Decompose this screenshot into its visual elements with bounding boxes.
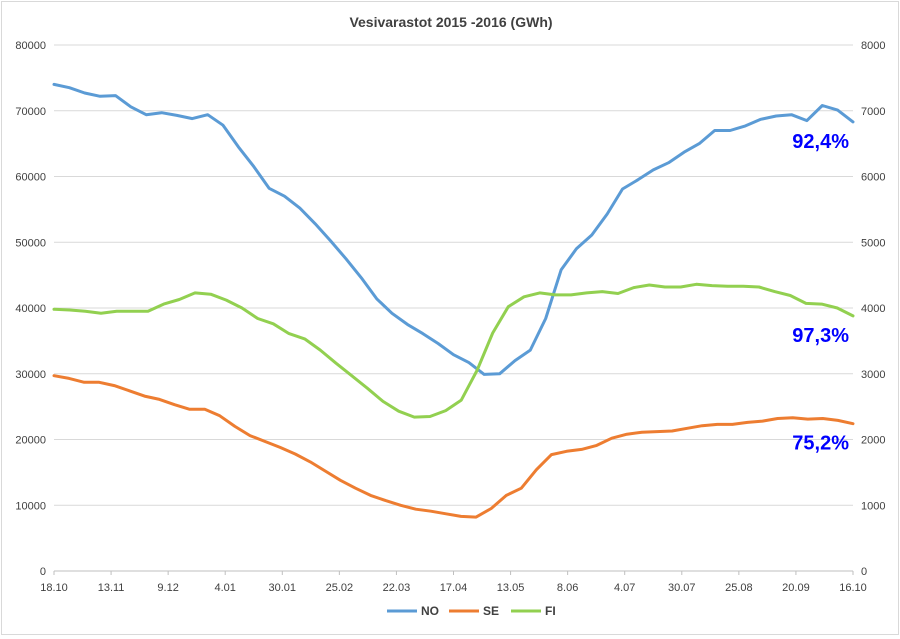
series-line-se (52, 374, 855, 519)
legend-label-fi: FI (545, 604, 556, 618)
x-tick-label: 17.04 (440, 582, 468, 594)
y-left-tick-label: 10000 (15, 500, 46, 512)
y-right-tick-label: 2000 (861, 435, 885, 447)
gridlines (54, 44, 853, 572)
y-right-tick-label: 3000 (861, 369, 885, 381)
y-left-tick-label: 70000 (15, 106, 46, 118)
annotation-fi: 97,3% (792, 325, 849, 347)
x-tick-label: 9.12 (157, 582, 178, 594)
x-tick-label: 25.02 (326, 582, 354, 594)
x-tick-label: 4.07 (614, 582, 635, 594)
y-left-tick-label: 30000 (15, 369, 46, 381)
y-right-tick-label: 5000 (861, 237, 885, 249)
x-tick-label: 8.06 (557, 582, 578, 594)
legend-label-no: NO (421, 604, 439, 618)
y-right-tick-label: 0 (861, 566, 867, 578)
x-tick-label: 4.01 (215, 582, 236, 594)
y-left-tick-label: 40000 (15, 303, 46, 315)
y-right-tick-label: 8000 (861, 40, 885, 52)
y-left-tick-label: 60000 (15, 172, 46, 184)
annotation-no: 92,4% (792, 131, 849, 153)
x-tick-label: 13.11 (98, 582, 125, 594)
axes: 0100002000030000400005000060000700008000… (15, 40, 885, 594)
x-tick-label: 18.10 (40, 582, 68, 594)
annotations: 92,4% 97,3% 75,2% (792, 131, 849, 455)
y-right-tick-label: 6000 (861, 172, 885, 184)
y-left-tick-label: 80000 (15, 40, 46, 52)
legend-label-se: SE (483, 604, 499, 618)
series-line-no (52, 82, 855, 376)
series-line-fi (52, 282, 855, 419)
x-tick-label: 30.01 (269, 582, 297, 594)
y-left-tick-label: 0 (40, 566, 46, 578)
y-right-tick-label: 4000 (861, 303, 885, 315)
x-tick-label: 25.08 (725, 582, 753, 594)
y-left-tick-label: 20000 (15, 435, 46, 447)
annotation-se: 75,2% (792, 433, 849, 455)
y-right-tick-label: 1000 (861, 500, 885, 512)
y-left-tick-label: 50000 (15, 237, 46, 249)
legend: NO SE FI (387, 604, 556, 618)
x-tick-label: 22.03 (383, 582, 411, 594)
x-tick-label: 30.07 (668, 582, 696, 594)
x-tick-label: 20.09 (782, 582, 810, 594)
chart-title: Vesivarastot 2015 -2016 (GWh) (349, 14, 552, 30)
series-lines (52, 82, 855, 519)
y-right-tick-label: 7000 (861, 106, 885, 118)
x-tick-label: 16.10 (839, 582, 867, 594)
x-tick-label: 13.05 (497, 582, 525, 594)
